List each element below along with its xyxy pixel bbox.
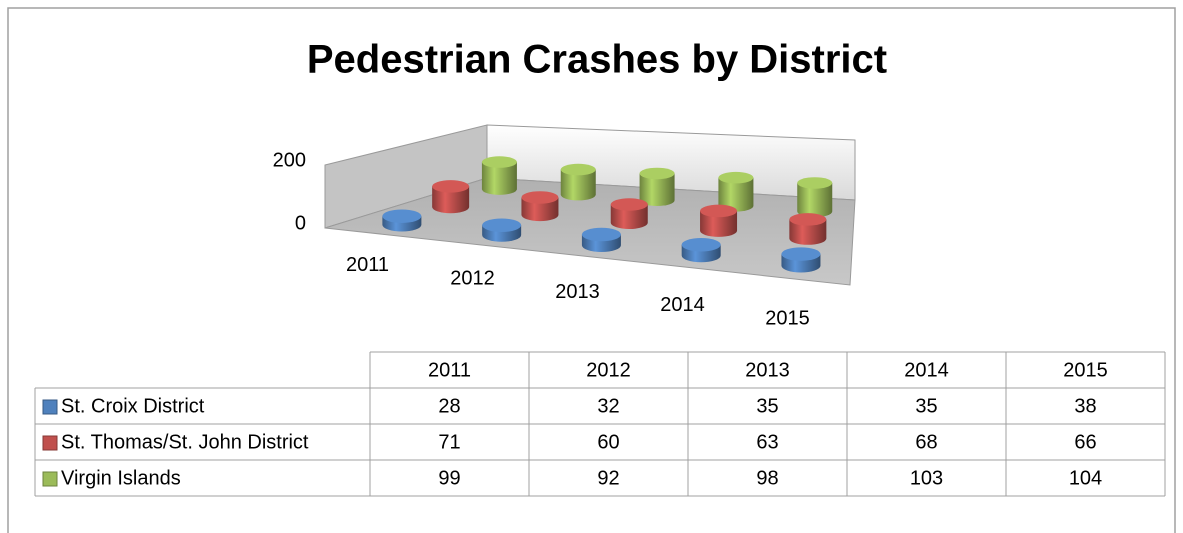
x-tick-label: 2013: [555, 281, 600, 303]
table-value: 98: [756, 467, 778, 489]
cylinder-top: [560, 163, 596, 176]
table-value: 63: [756, 431, 778, 453]
table-header: 2013: [745, 359, 790, 381]
table-header: 2015: [1063, 359, 1108, 381]
chart-title: Pedestrian Crashes by District: [307, 38, 887, 82]
table-header: 2012: [586, 359, 631, 381]
table-value: 104: [1069, 467, 1102, 489]
legend-label: St. Thomas/St. John District: [61, 431, 309, 453]
cylinder: [560, 163, 596, 201]
cylinder-body: [481, 162, 517, 195]
cylinder: [521, 191, 559, 222]
cylinder: [681, 238, 721, 263]
cylinder: [482, 218, 522, 242]
table-value: 66: [1074, 431, 1096, 453]
x-tick-label: 2012: [450, 267, 495, 289]
cylinder-top: [581, 227, 621, 242]
table-value: 32: [597, 395, 619, 417]
cylinder: [432, 180, 470, 214]
cylinder-body: [639, 173, 675, 206]
cylinder: [797, 177, 833, 218]
cylinder: [700, 204, 738, 237]
legend-key: [42, 399, 58, 415]
table-value: 71: [438, 431, 460, 453]
data-table: 2011 2012 2013 2014 2015 St. Croix District 28…: [34, 351, 1166, 497]
cylinder-top: [610, 198, 648, 211]
table-value: 28: [438, 395, 460, 417]
table-value: 92: [597, 467, 619, 489]
table-value: 103: [910, 467, 943, 489]
cylinder: [382, 209, 422, 232]
x-tick-label: 2015: [765, 308, 810, 330]
cylinder-body: [718, 177, 754, 212]
cylinder: [718, 171, 754, 212]
cylinder-body: [797, 182, 833, 218]
x-tick-label: 2014: [660, 294, 705, 316]
x-tick-label: 2011: [346, 254, 389, 276]
cylinder-top: [482, 218, 522, 232]
cylinder-top: [639, 167, 675, 180]
table-header: 2011: [428, 359, 471, 381]
cylinder-top: [789, 213, 827, 226]
cylinder-top: [718, 171, 754, 184]
cylinder: [481, 156, 517, 195]
table-header: 2014: [904, 359, 949, 381]
cylinder-top: [681, 238, 721, 252]
cylinder: [610, 198, 648, 229]
table-value: 38: [1074, 395, 1096, 417]
cylinder-top: [797, 177, 833, 189]
cylinder: [781, 247, 821, 273]
cylinder: [789, 213, 827, 245]
cylinder-top: [481, 156, 517, 168]
cylinder: [581, 227, 621, 252]
cylinder-top: [521, 191, 559, 204]
cylinder-top: [432, 180, 470, 193]
plot-area: [324, 124, 856, 286]
y-tick-label: 200: [273, 149, 306, 171]
cylinder-top: [382, 209, 422, 223]
legend-key: [42, 435, 58, 451]
cylinder-top: [781, 247, 821, 261]
cylinder-body: [560, 169, 596, 201]
cylinder-body: [432, 186, 470, 214]
legend-label: Virgin Islands: [61, 467, 181, 489]
table-value: 68: [915, 431, 937, 453]
cylinder: [639, 167, 675, 206]
cylinder-top: [700, 204, 738, 218]
chart-frame: [7, 7, 1176, 533]
y-tick-label: 0: [295, 212, 306, 234]
cylinder-body: [700, 210, 738, 237]
table-value: 35: [756, 395, 778, 417]
table-value: 35: [915, 395, 937, 417]
cylinder-body: [610, 204, 648, 229]
cylinder-body: [789, 219, 827, 245]
table-value: 60: [597, 431, 619, 453]
legend-key: [42, 471, 58, 487]
legend-label: St. Croix District: [61, 395, 205, 417]
table-value: 99: [438, 467, 460, 489]
cylinder-body: [521, 197, 559, 222]
